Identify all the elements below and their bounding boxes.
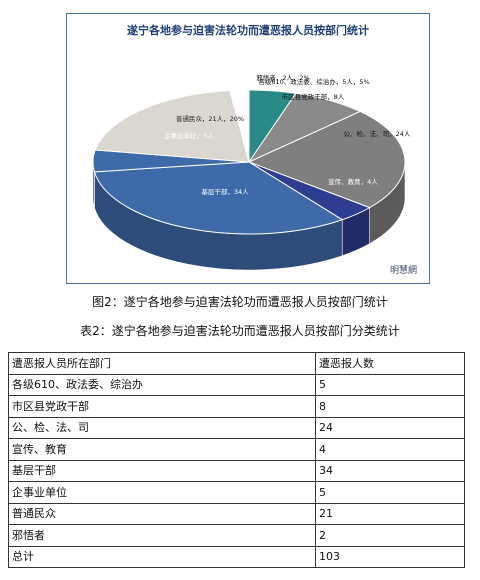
table-caption: 表2：遂宁各地参与迫害法轮功而遭恶报人员按部门分类统计 [80,324,400,338]
pie-slice-label: 企事业单位，5人 [164,131,214,140]
table-row: 邪悟者 2 [7,524,465,547]
pie-slice-label: 公、检、法、司，24人 [344,129,411,138]
department-cell: 邪悟者 [7,524,317,547]
chart-title: 遂宁各地参与迫害法轮功而遭恶报人员按部门统计 [127,24,369,37]
department-cell: 市区县党政干部 [7,395,317,418]
pie-slice [247,110,406,209]
pie-chart-svg: 各级610、政法委、综治办，5人，5% 市区县党政干部，8人公、检、法、司，24人… [92,73,411,271]
pie-slice-label: 普通民众，21人，20% [176,114,244,123]
table-row: 普通民众 21 [7,502,465,525]
department-table: 遭恶报人员所在部门 遭恶报人数 各级610、政法委、综治办 5 市区县党政干部 8 公、检、… [7,352,465,568]
count-cell: 21 [315,502,465,525]
table-row: 基层干部 34 [7,459,465,482]
count-cell: 5 [315,373,465,396]
table-header-row: 遭恶报人员所在部门 遭恶报人数 [7,352,465,375]
count-cell: 2 [315,524,465,547]
department-cell: 企事业单位 [7,481,317,504]
table-row: 宣传、教育 4 [7,438,465,461]
table-row: 市区县党政干部 8 [7,395,465,418]
count-cell: 24 [315,416,465,439]
pie-top-faces [92,89,406,235]
table-header-cell: 遭恶报人数 [315,352,465,375]
pie-slice-label: 市区县党政干部，8人 [282,92,345,101]
count-cell: 34 [315,459,465,482]
count-cell: 8 [315,395,465,418]
pie-slice [229,89,250,163]
department-cell: 普通民众 [7,502,317,525]
department-cell: 各级610、政法委、综治办 [7,373,317,396]
table-header-cell: 遭恶报人员所在部门 [7,352,317,375]
department-cell: 公、检、法、司 [7,416,317,439]
figure-caption: 图2：遂宁各地参与迫害法轮功而遭恶报人员按部门统计 [92,295,388,309]
pie-slice-label: 基层干部，34人 [201,187,249,196]
pie-labels: 各级610、政法委、综治办，5人，5% 市区县党政干部，8人公、检、法、司，24人… [164,73,411,196]
pie-slice-label: 各级610、政法委、综治办，5人，5% [258,77,369,86]
department-cell: 总计 [7,545,317,568]
table-row: 各级610、政法委、综治办 5 [7,373,465,396]
count-cell: 5 [315,481,465,504]
count-cell: 103 [315,545,465,568]
department-cell: 宣传、教育 [7,438,317,461]
pie-slice-label: 邪悟者，2人，2% [256,73,309,82]
table-row: 公、检、法、司 24 [7,416,465,439]
table-row: 总计 103 [7,545,465,568]
pie-slice-label: 宣传、教育，4人 [328,177,378,186]
pie-chart: 各级610、政法委、综治办，5人，5% 市区县党政干部，8人公、检、法、司，24人… [66,13,430,284]
table-row: 企事业单位 5 [7,481,465,504]
pie-slice [93,161,344,235]
count-cell: 4 [315,438,465,461]
department-cell: 基层干部 [7,459,317,482]
pie-slice [94,90,250,163]
watermark-logo: 明慧網 [389,266,417,276]
